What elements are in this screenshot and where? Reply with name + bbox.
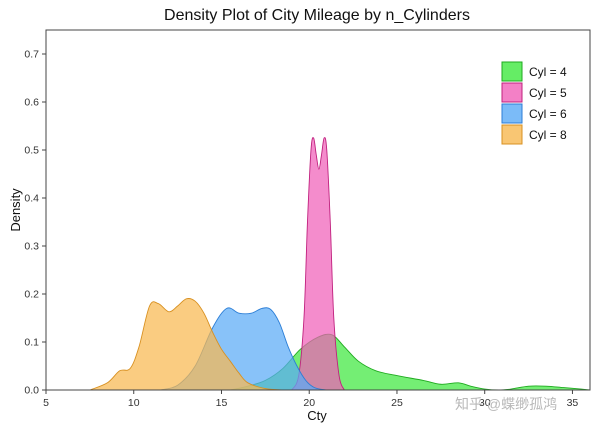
legend-label: Cyl = 4 [529, 65, 567, 79]
x-tick-label: 10 [128, 397, 140, 409]
x-tick-label: 15 [216, 397, 228, 409]
x-axis: 5 10 15 20 25 30 35 [43, 390, 578, 409]
x-tick-label: 20 [303, 397, 315, 409]
y-tick-label: 0.6 [24, 97, 39, 109]
y-axis-label: Density [8, 188, 23, 232]
chart-title: Density Plot of City Mileage by n_Cylind… [164, 7, 470, 24]
x-axis-label: Cty [307, 408, 327, 423]
x-tick-label: 30 [479, 397, 491, 409]
x-tick-label: 25 [391, 397, 403, 409]
legend-swatch [501, 103, 523, 124]
legend: Cyl = 4 Cyl = 5 Cyl = 6 Cyl = 8 [501, 61, 567, 145]
plot-area [89, 137, 591, 391]
density-curve-cyl-8 [89, 298, 283, 391]
y-tick-label: 0.1 [24, 337, 39, 349]
legend-label: Cyl = 5 [529, 86, 567, 100]
y-tick-label: 0.2 [24, 289, 39, 301]
watermark: 知乎 @蝶缈孤鸿 [455, 396, 557, 412]
legend-label: Cyl = 6 [529, 107, 567, 121]
legend-swatch [501, 82, 523, 103]
x-tick-label: 35 [567, 397, 579, 409]
density-curve-cyl-5 [290, 137, 345, 391]
y-tick-label: 0.3 [24, 241, 39, 253]
legend-swatch [501, 124, 523, 145]
y-axis: 0.0 0.1 0.2 0.3 0.4 0.5 0.6 0.7 [24, 49, 46, 397]
legend-label: Cyl = 8 [529, 128, 567, 142]
y-tick-label: 0.0 [24, 385, 39, 397]
x-tick-label: 5 [43, 397, 49, 409]
legend-swatch [501, 61, 523, 82]
y-tick-label: 0.5 [24, 145, 39, 157]
plot-border [45, 29, 591, 391]
y-tick-label: 0.7 [24, 49, 39, 61]
y-tick-label: 0.4 [24, 193, 39, 205]
